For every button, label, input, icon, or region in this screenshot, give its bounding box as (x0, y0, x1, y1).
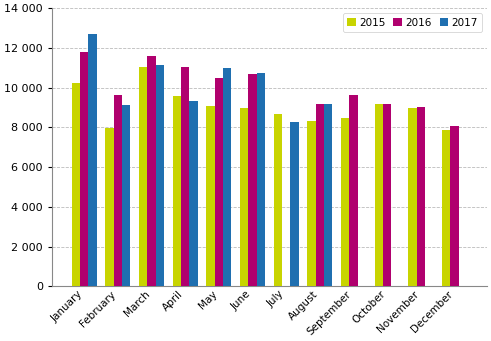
Bar (349, 94, 357, 286)
Bar (139, 67, 147, 286)
Bar (105, 128, 113, 286)
Bar (190, 101, 198, 286)
Bar (383, 104, 391, 286)
Bar (72, 83, 80, 286)
Bar (316, 104, 324, 286)
Bar (324, 104, 332, 286)
Bar (248, 74, 257, 286)
Bar (375, 104, 383, 286)
Legend: 2015, 2016, 2017: 2015, 2016, 2017 (343, 13, 482, 32)
Bar (307, 121, 316, 286)
Bar (88, 34, 97, 286)
Bar (80, 52, 88, 286)
Bar (273, 115, 282, 286)
Bar (113, 94, 122, 286)
Bar (408, 108, 416, 286)
Bar (290, 122, 299, 286)
Bar (122, 105, 131, 286)
Bar (181, 67, 190, 286)
Bar (240, 108, 248, 286)
Bar (147, 56, 156, 286)
Bar (442, 130, 450, 286)
Bar (206, 106, 215, 286)
Bar (341, 118, 349, 286)
Bar (156, 65, 164, 286)
Bar (416, 107, 425, 286)
Bar (257, 73, 265, 286)
Bar (172, 95, 181, 286)
Bar (223, 68, 231, 286)
Bar (450, 127, 459, 286)
Bar (215, 78, 223, 286)
